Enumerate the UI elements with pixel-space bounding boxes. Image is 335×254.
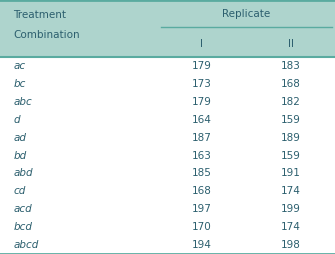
Text: acd: acd bbox=[13, 204, 32, 214]
Text: 168: 168 bbox=[192, 186, 212, 196]
Text: 198: 198 bbox=[281, 240, 300, 250]
Text: 170: 170 bbox=[192, 222, 212, 232]
Text: 185: 185 bbox=[192, 168, 212, 179]
Text: bc: bc bbox=[13, 79, 26, 89]
Text: ac: ac bbox=[13, 61, 25, 71]
Text: abcd: abcd bbox=[13, 240, 39, 250]
Text: 179: 179 bbox=[192, 97, 212, 107]
Text: 194: 194 bbox=[192, 240, 212, 250]
Text: 174: 174 bbox=[281, 222, 300, 232]
Text: Treatment: Treatment bbox=[13, 10, 66, 20]
Text: Replicate: Replicate bbox=[222, 9, 270, 19]
Text: bd: bd bbox=[13, 151, 27, 161]
Text: II: II bbox=[288, 39, 293, 49]
Text: ad: ad bbox=[13, 133, 26, 143]
Text: 159: 159 bbox=[281, 151, 300, 161]
Text: 179: 179 bbox=[192, 61, 212, 71]
Text: cd: cd bbox=[13, 186, 26, 196]
Text: Combination: Combination bbox=[13, 30, 80, 40]
Text: 183: 183 bbox=[281, 61, 300, 71]
Text: 191: 191 bbox=[281, 168, 300, 179]
Text: 197: 197 bbox=[192, 204, 212, 214]
Text: 168: 168 bbox=[281, 79, 300, 89]
Text: abd: abd bbox=[13, 168, 33, 179]
Text: 174: 174 bbox=[281, 186, 300, 196]
Text: d: d bbox=[13, 115, 20, 125]
Text: 189: 189 bbox=[281, 133, 300, 143]
Text: abc: abc bbox=[13, 97, 32, 107]
Text: I: I bbox=[200, 39, 203, 49]
Text: 199: 199 bbox=[281, 204, 300, 214]
Text: 173: 173 bbox=[192, 79, 212, 89]
Text: 164: 164 bbox=[192, 115, 212, 125]
Text: 182: 182 bbox=[281, 97, 300, 107]
Text: 163: 163 bbox=[192, 151, 212, 161]
Text: 187: 187 bbox=[192, 133, 212, 143]
Text: 159: 159 bbox=[281, 115, 300, 125]
Text: bcd: bcd bbox=[13, 222, 32, 232]
